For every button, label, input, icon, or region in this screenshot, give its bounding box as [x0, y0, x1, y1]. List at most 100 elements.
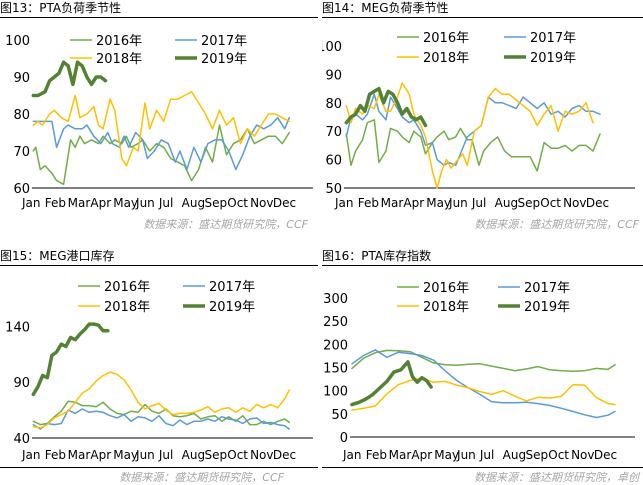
legend-label: 2016年: [96, 34, 142, 49]
x-tick-label: Apr: [90, 196, 111, 210]
title-rule: [322, 265, 643, 266]
x-tick-label: Nov: [250, 448, 273, 462]
series-line-1: [351, 349, 616, 372]
x-tick-label: Nov: [571, 448, 594, 462]
x-tick-label: Jul: [158, 448, 173, 462]
x-tick-label: Apr: [90, 448, 111, 462]
series-line-1: [345, 119, 601, 172]
y-tick-label: 100: [322, 40, 342, 55]
y-tick-label: 100: [5, 34, 30, 49]
chart-svg: 0 50 100 150 200 250 300 Jan Feb MarApr MayJun Jul A…: [323, 281, 635, 462]
x-tick-label: May: [426, 196, 451, 210]
x-tick-label: Feb: [45, 448, 66, 462]
x-tick-label: Jan: [334, 196, 354, 210]
series-line-2: [32, 408, 291, 430]
legend-label: 2016年: [423, 31, 469, 46]
x-tick-label: Jul: [471, 196, 486, 210]
x-tick-label: Apr: [411, 448, 432, 462]
x-tick-label-group: Jan Feb MarApr MayJun Jul AugSepOct NovDec: [334, 196, 609, 210]
y-tick-label: 50: [325, 182, 342, 197]
x-tick-label: Sep: [204, 196, 227, 210]
legend-label: 2017年: [201, 34, 247, 49]
y-tick-label: 70: [13, 145, 30, 160]
x-tick-label: Oct: [540, 196, 561, 210]
y-tick-label: 50: [331, 408, 348, 423]
legend-label: 2018年: [96, 52, 142, 67]
legend-label: 2017年: [209, 280, 255, 295]
chart-title: 图14：MEG负荷季节性: [322, 1, 449, 15]
x-tick-label: Mar: [68, 196, 91, 210]
x-tick-label: May: [113, 448, 138, 462]
x-tick-label: Sep: [525, 448, 548, 462]
x-tick-label: Feb: [366, 448, 387, 462]
series-line-1: [32, 124, 291, 186]
y-tick-label: 90: [13, 376, 30, 391]
y-tick-label: 140: [5, 320, 30, 335]
x-tick-label: Aug: [495, 196, 518, 210]
x-tick-labels: Jan Feb MarApr MayJun Jul AugSepOct NovDec: [21, 196, 296, 210]
x-tick-label: Jun: [456, 448, 476, 462]
chart-panel-pta-load: 图13：PTA负荷季节性 60 70 80 90 100 Jan Feb MarApr MayJ…: [0, 0, 318, 236]
x-tick-labels: Jan Feb MarApr MayJun Jul AugSepOct NovDec: [342, 448, 617, 462]
y-tick-label: 90: [13, 71, 30, 86]
x-tick-labels: Jan Feb MarApr MayJun Jul AugSepOct NovDec: [21, 448, 296, 462]
series-line-1: [32, 400, 291, 426]
x-tick-label: Aug: [182, 196, 205, 210]
y-tick-label: 70: [325, 125, 342, 140]
legend-label: 2018年: [423, 300, 469, 315]
series-line-4: [31, 322, 110, 397]
y-tick-label: 60: [325, 154, 342, 169]
y-tick-label: 300: [323, 292, 348, 307]
y-tick-label: 250: [323, 315, 348, 330]
legend-label: 2016年: [423, 281, 469, 296]
chart-panel-meg-load: 图14：MEG负荷季节性 50 60 70 80 90 100 Jan FebMarAprMa…: [322, 0, 643, 236]
x-tick-label-group: Jan Feb MarApr MayJun Jul AugSepOct NovDec: [21, 196, 296, 210]
legend-label: 2019年: [201, 52, 247, 67]
x-tick-label: Jul: [158, 196, 173, 210]
series-line-4: [31, 60, 108, 98]
x-tick-label: May: [113, 196, 138, 210]
x-tick-label: Dec: [586, 196, 609, 210]
title-rule: [0, 17, 318, 18]
x-tick-label: Sep: [204, 448, 227, 462]
series-line-4: [344, 86, 428, 128]
legend-label: 2019年: [530, 51, 576, 66]
chart-svg: 60 70 80 90 100 Jan Feb MarApr MayJun Jul AugSepOc…: [5, 34, 313, 210]
x-tick-label: Jan: [342, 448, 362, 462]
title-rule: [0, 265, 318, 266]
series-line-3: [345, 82, 594, 189]
legend-label: 2017年: [530, 31, 576, 46]
x-tick-label: Mar: [389, 448, 412, 462]
x-tick-label: Nov: [250, 196, 273, 210]
x-tick-label: Jun: [448, 196, 468, 210]
x-tick-label: Oct: [548, 448, 569, 462]
series-line-3: [32, 371, 291, 429]
x-tick-label: Jul: [479, 448, 494, 462]
x-tick-label: May: [434, 448, 459, 462]
x-tick-label: Feb: [358, 196, 379, 210]
y-tick-label: 80: [325, 97, 342, 112]
series-line-3: [32, 91, 291, 167]
x-tick-label: Jun: [135, 448, 155, 462]
legend-label: 2018年: [423, 51, 469, 66]
x-tick-label: Dec: [273, 448, 296, 462]
x-tick-labels: Jan Feb MarApr MayJun Jul AugSepOct NovDec: [334, 196, 609, 210]
bottom-rule: [322, 467, 643, 468]
legend-label: 2018年: [104, 300, 150, 315]
series-line-2: [32, 116, 291, 171]
y-tick-label: 40: [13, 432, 30, 447]
y-tick-label: 90: [325, 68, 342, 83]
legend-label: 2019年: [524, 300, 570, 315]
chart-svg: 40 90 140 Jan Feb MarApr MayJun Jul AugSepOct Nov…: [5, 280, 313, 462]
legend-label: 2019年: [209, 300, 255, 315]
series-line-4: [350, 360, 433, 407]
chart-title: 图13：PTA负荷季节性: [0, 1, 122, 15]
x-tick-label-group: Jan Feb MarApr MayJun Jul AugSepOct NovDec: [342, 448, 617, 462]
y-tick-label: 60: [13, 182, 30, 197]
y-tick-label: 80: [13, 108, 30, 123]
x-tick-label: Apr: [403, 196, 424, 210]
x-tick-label: Jun: [135, 196, 155, 210]
x-tick-label-group: Jan Feb MarApr MayJun Jul AugSepOct NovDec: [21, 448, 296, 462]
source-note: 数据来源：盛达期货研究院，CCF: [143, 218, 308, 231]
